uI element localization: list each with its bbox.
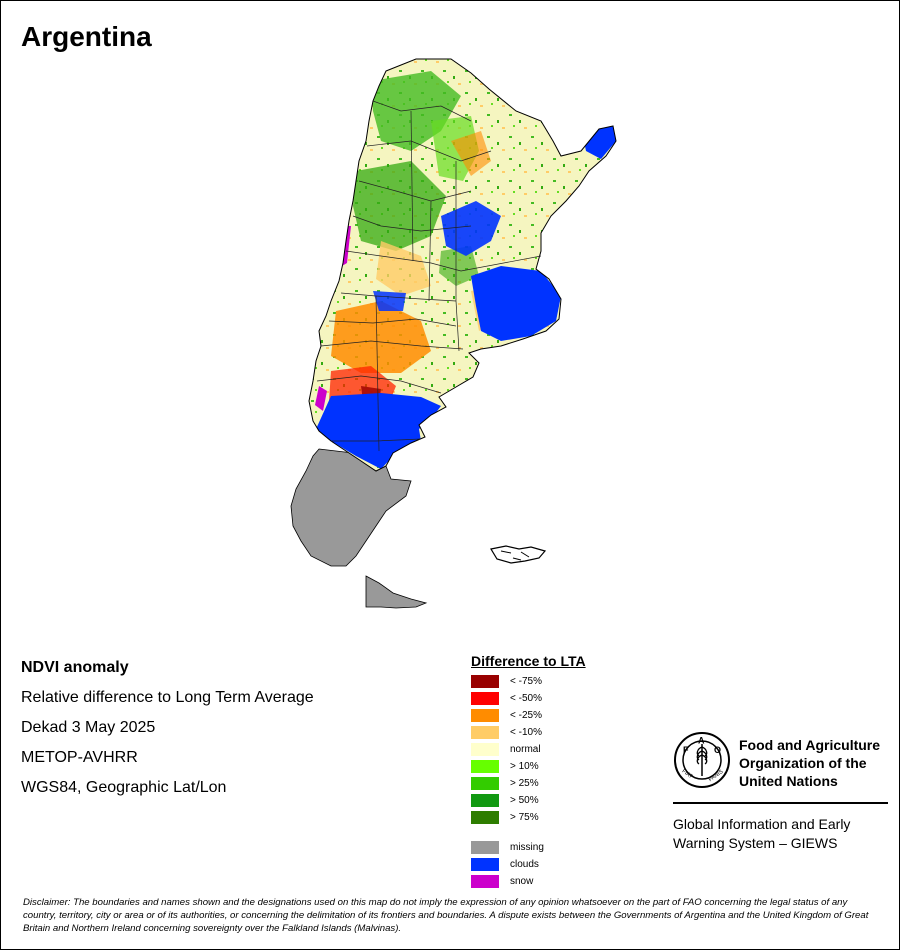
info-product: NDVI anomaly — [21, 659, 129, 676]
legend-swatch — [471, 726, 499, 739]
legend-label: > 25% — [510, 778, 539, 789]
legend-label: < -10% — [510, 727, 542, 738]
legend-item: normal — [471, 741, 586, 758]
legend-swatch — [471, 743, 499, 756]
legend-item: > 10% — [471, 758, 586, 775]
legend-extra-label: clouds — [510, 859, 539, 870]
organization-name-line-1: Food and Agriculture — [739, 737, 881, 753]
legend-extra-swatch — [471, 858, 499, 871]
organization-name: Food and Agriculture Organization of the… — [739, 736, 880, 790]
info-sensor: METOP-AVHRR — [21, 749, 138, 766]
legend-extra-item: snow — [471, 873, 586, 890]
fao-logo-letter-o: O — [714, 745, 721, 755]
legend-label: < -25% — [510, 710, 542, 721]
fao-logo-icon: F A O FIAT PANIS — [674, 732, 730, 788]
legend-swatch — [471, 692, 499, 705]
legend-extra-swatch — [471, 841, 499, 854]
legend-label: normal — [510, 744, 541, 755]
organization-name-line-3: United Nations — [739, 773, 838, 789]
legend-item: < -25% — [471, 707, 586, 724]
legend-extra-item: missing — [471, 839, 586, 856]
ndvi-raster — [309, 59, 616, 471]
legend-swatch — [471, 760, 499, 773]
legend-label: > 50% — [510, 795, 539, 806]
legend-swatch — [471, 675, 499, 688]
legend-item: < -10% — [471, 724, 586, 741]
disclaimer-text: Disclaimer: The boundaries and names sho… — [23, 897, 869, 934]
legend-title: Difference to LTA — [471, 653, 586, 669]
giews-name: Global Information and Early Warning Sys… — [673, 815, 888, 853]
info-period: Dekad 3 May 2025 — [21, 719, 156, 736]
legend-item: < -75% — [471, 673, 586, 690]
legend-label: < -75% — [510, 676, 542, 687]
fao-logo-motto-fiat: FIAT — [681, 768, 694, 780]
legend-label: > 75% — [510, 812, 539, 823]
legend-swatch — [471, 709, 499, 722]
patagonia-missing-region — [290, 448, 412, 567]
tierra-del-fuego — [365, 575, 428, 609]
province-boundaries — [316, 100, 542, 452]
legend-extra-label: snow — [510, 876, 534, 887]
falkland-islands-detail — [500, 550, 530, 561]
branding-divider — [673, 802, 888, 804]
legend-extra-item: clouds — [471, 856, 586, 873]
ndvi-map — [290, 58, 617, 609]
legend-item: > 25% — [471, 775, 586, 792]
legend-item: < -50% — [471, 690, 586, 707]
map-title: Argentina — [21, 21, 152, 52]
info-description: Relative difference to Long Term Average — [21, 689, 314, 706]
giews-name-line-2: Warning System – GIEWS — [673, 835, 838, 851]
country-outline — [308, 58, 617, 472]
legend-swatch — [471, 777, 499, 790]
map-legend: Difference to LTA < -75% < -50% < -25% < -1… — [471, 653, 586, 890]
fao-logo-motto-panis: PANIS — [708, 769, 725, 783]
organization-name-line-2: Organization of the — [739, 755, 867, 771]
legend-label: > 10% — [510, 761, 539, 772]
fao-logo-letter-a: A — [698, 736, 705, 746]
giews-name-line-1: Global Information and Early — [673, 816, 851, 832]
legend-swatch — [471, 811, 499, 824]
legend-extra-label: missing — [510, 842, 544, 853]
falkland-islands — [490, 545, 547, 564]
legend-item: > 50% — [471, 792, 586, 809]
legend-extra-swatch — [471, 875, 499, 888]
legend-item: > 75% — [471, 809, 586, 826]
legend-swatch — [471, 794, 499, 807]
map-info-block: NDVI anomaly Relative difference to Long… — [21, 658, 314, 808]
fao-logo-letter-f: F — [683, 745, 689, 755]
legend-label: < -50% — [510, 693, 542, 704]
info-projection: WGS84, Geographic Lat/Lon — [21, 779, 227, 796]
